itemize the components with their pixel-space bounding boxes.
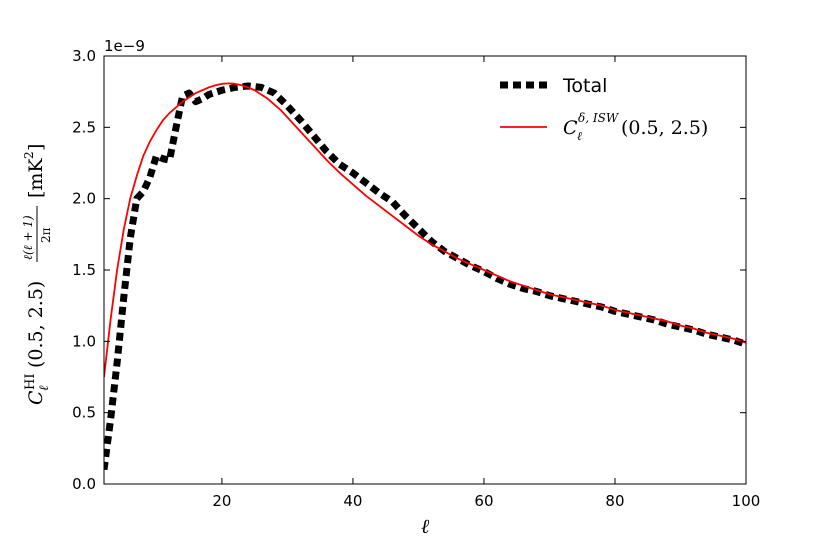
y-label-unit-exp: 2 <box>22 151 36 159</box>
y-label-frac-num: ℓ(ℓ + 1) <box>21 215 35 260</box>
y-tick-label: 0.0 <box>72 475 96 493</box>
x-axis-label: ℓ <box>421 514 430 538</box>
y-tick-label: 0.5 <box>72 404 96 422</box>
y-label-sup: HI <box>23 374 38 390</box>
y-label-frac-den: 2π <box>39 227 53 243</box>
series-layer <box>104 82 746 471</box>
plot-area <box>104 56 746 484</box>
legend-label-isw: C δ, ISW ℓ (0.5, 2.5) <box>563 111 708 143</box>
series-line-isw <box>104 82 746 378</box>
legend: Total C δ, ISW ℓ (0.5, 2.5) <box>500 75 708 143</box>
series-line-total <box>104 82 746 471</box>
y-tick-label: 2.5 <box>72 118 96 136</box>
y-label-unit-close: ] <box>25 144 47 151</box>
legend-label-total: Total <box>562 75 607 97</box>
legend-isw-base: C <box>563 117 578 139</box>
x-tick-label: 100 <box>732 492 761 510</box>
y-tick-label: 1.0 <box>72 332 96 350</box>
x-tick-label: 40 <box>343 492 362 510</box>
y-label-args: (0.5, 2.5) <box>25 281 47 368</box>
y-tick-label: 1.5 <box>72 261 96 279</box>
y-label-unit: [mK <box>25 158 47 198</box>
x-tick-label: 20 <box>212 492 231 510</box>
y-label-sub: ℓ <box>37 385 52 391</box>
y-offset-text: 1e−9 <box>104 37 145 55</box>
legend-isw-sup: δ, ISW <box>578 111 620 125</box>
x-tick-label: 60 <box>474 492 493 510</box>
tick-layer: 20 40 60 80 100 0.0 0.5 1.0 1.5 2.0 2.5 3.0 <box>72 47 760 510</box>
legend-isw-args: (0.5, 2.5) <box>621 117 708 139</box>
legend-isw-sub: ℓ <box>577 129 582 143</box>
y-tick-label: 2.0 <box>72 190 96 208</box>
y-axis-label: C HI ℓ (0.5, 2.5) ℓ(ℓ + 1) 2π [mK 2 ] <box>21 144 53 405</box>
y-label-prefix: C <box>25 390 47 405</box>
x-tick-label: 80 <box>605 492 624 510</box>
y-tick-label: 3.0 <box>72 47 96 65</box>
